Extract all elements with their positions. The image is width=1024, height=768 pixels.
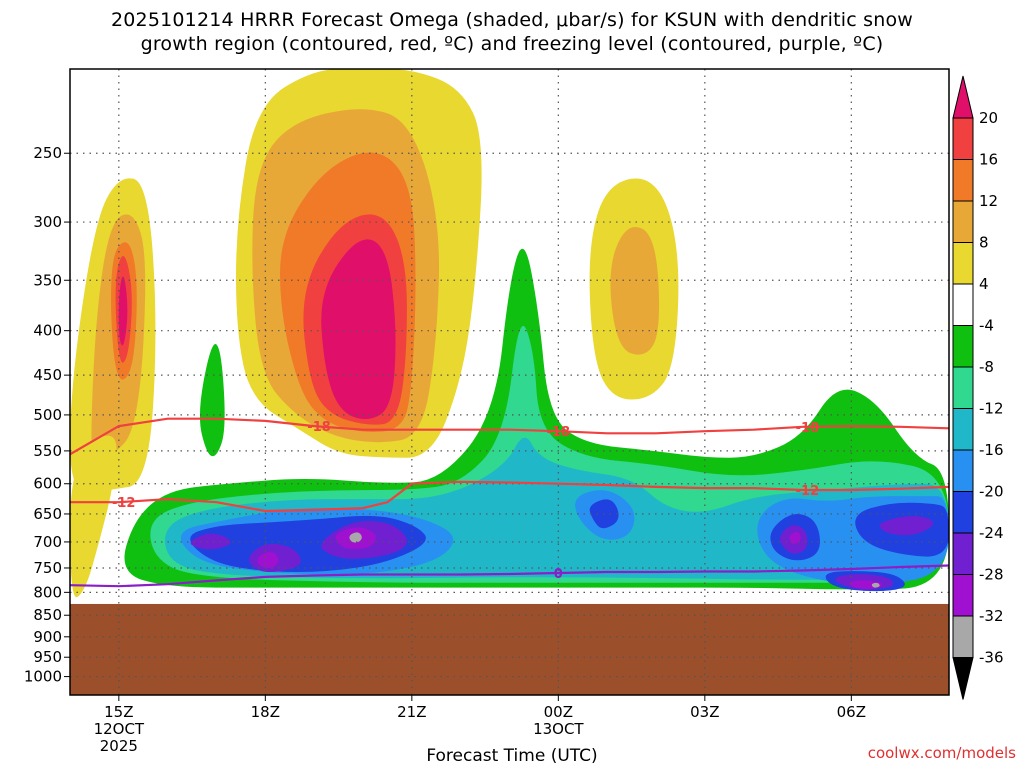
- y-tick-label-950: 950: [33, 648, 62, 666]
- colorbar-top-triangle: [952, 75, 974, 119]
- x-tick-label: 15Z: [104, 703, 133, 721]
- y-tick-label-750: 750: [33, 559, 62, 577]
- contour-label: 0: [554, 567, 563, 582]
- omega-region-14: [110, 78, 127, 130]
- x-tick-label: 03Z: [690, 703, 719, 721]
- y-tick-label-450: 450: [33, 366, 62, 384]
- colorbar-swatch-12: [952, 574, 974, 617]
- x-tick-label: 13OCT: [533, 720, 584, 738]
- colorbar-swatch-3: [952, 200, 974, 243]
- y-tick-label-900: 900: [33, 628, 62, 646]
- omega-region-37: [349, 532, 362, 543]
- colorbar-label-2: 12: [979, 192, 998, 210]
- x-tick-label: 06Z: [837, 703, 866, 721]
- colorbar-label-0: 20: [979, 109, 998, 127]
- colorbar-label-10: -24: [979, 524, 1004, 542]
- contour-line-0: [70, 564, 949, 588]
- terrain-fill: [70, 603, 949, 695]
- colorbar-swatch-6: [952, 325, 974, 368]
- x-tick-label: 21Z: [397, 703, 426, 721]
- grid-lines: [70, 69, 949, 695]
- contour-label: -18: [307, 420, 331, 435]
- colorbar-swatch-4: [952, 242, 974, 285]
- contour-label: -12: [112, 496, 136, 511]
- colorbar-swatch-10: [952, 491, 974, 534]
- colorbar-label-8: -16: [979, 441, 1004, 459]
- omega-region-35: [789, 531, 801, 545]
- omega-region-9: [321, 239, 396, 420]
- colorbar-swatch-9: [952, 449, 974, 492]
- y-tick-label-500: 500: [33, 406, 62, 424]
- omega-region-16: [199, 344, 225, 457]
- y-tick-label-700: 700: [33, 533, 62, 551]
- omega-region-39: [70, 435, 117, 598]
- x-tick-label: 12OCT: [94, 720, 145, 738]
- omega-region-11: [610, 227, 660, 355]
- colorbar-label-12: -32: [979, 607, 1004, 625]
- colorbar-label-11: -28: [979, 566, 1004, 584]
- colorbar-label-5: -4: [979, 317, 994, 335]
- y-tick-label-800: 800: [33, 583, 62, 601]
- colorbar-swatch-11: [952, 532, 974, 575]
- credit-link[interactable]: coolwx.com/models: [867, 744, 1016, 762]
- omega-region-33: [257, 551, 279, 568]
- y-tick-label-650: 650: [33, 505, 62, 523]
- colorbar-swatch-5: [952, 283, 974, 326]
- contour-label: -12: [796, 484, 820, 499]
- y-tick-label-850: 850: [33, 606, 62, 624]
- chart-title-line2: growth region (contoured, red, ºC) and f…: [140, 33, 884, 55]
- colorbar-swatch-13: [952, 615, 974, 658]
- contour-label: -18: [796, 421, 820, 436]
- contour-line--18: [70, 417, 949, 456]
- x-tick-label: 00Z: [544, 703, 573, 721]
- contour-label: -18: [547, 425, 571, 440]
- colorbar-swatch-8: [952, 408, 974, 451]
- y-tick-label-400: 400: [33, 322, 62, 340]
- contour-lines: -18 -18 -18 -12 -12 0: [70, 417, 949, 588]
- colorbar-label-9: -20: [979, 483, 1004, 501]
- colorbar-bottom-triangle: [952, 657, 974, 700]
- colorbar-label-4: 4: [979, 275, 989, 293]
- colorbar-label-7: -12: [979, 400, 1004, 418]
- y-tick-label-550: 550: [33, 442, 62, 460]
- colorbar-label-1: 16: [979, 151, 998, 169]
- contour-line--12: [70, 480, 949, 513]
- plot-frame: [69, 68, 950, 696]
- omega-region-27: [190, 533, 231, 550]
- y-axis: 250 300 350 400 450 500 550 600 650 700 750 800 850 9…: [24, 144, 70, 686]
- terrain-block: [70, 603, 949, 695]
- omega-region-4: [118, 276, 128, 346]
- omega-region-31: [879, 516, 934, 536]
- colorbar-label-13: -36: [979, 649, 1004, 667]
- x-axis-label: Forecast Time (UTC): [426, 746, 598, 766]
- y-tick-label-250: 250: [33, 144, 62, 162]
- colorbar-swatch-7: [952, 366, 974, 409]
- x-tick-label: 2025: [100, 737, 138, 755]
- y-tick-label-600: 600: [33, 475, 62, 493]
- colorbar-label-3: 8: [979, 234, 989, 252]
- y-tick-label-300: 300: [33, 213, 62, 231]
- chart-title-line1: 2025101214 HRRR Forecast Omega (shaded, …: [110, 9, 914, 31]
- x-tick-label: 18Z: [251, 703, 280, 721]
- colorbar: 20 16 12 8 4 -4 -8 -12 -16 -20 -24 -28 -32 -36: [952, 75, 1004, 700]
- omega-region-38: [871, 582, 880, 588]
- colorbar-label-6: -8: [979, 358, 994, 376]
- omega-shading: [70, 69, 949, 602]
- colorbar-swatch-1: [952, 117, 974, 160]
- colorbar-swatch-2: [952, 159, 974, 202]
- y-tick-label-1000: 1000: [24, 668, 62, 686]
- y-tick-label-350: 350: [33, 271, 62, 289]
